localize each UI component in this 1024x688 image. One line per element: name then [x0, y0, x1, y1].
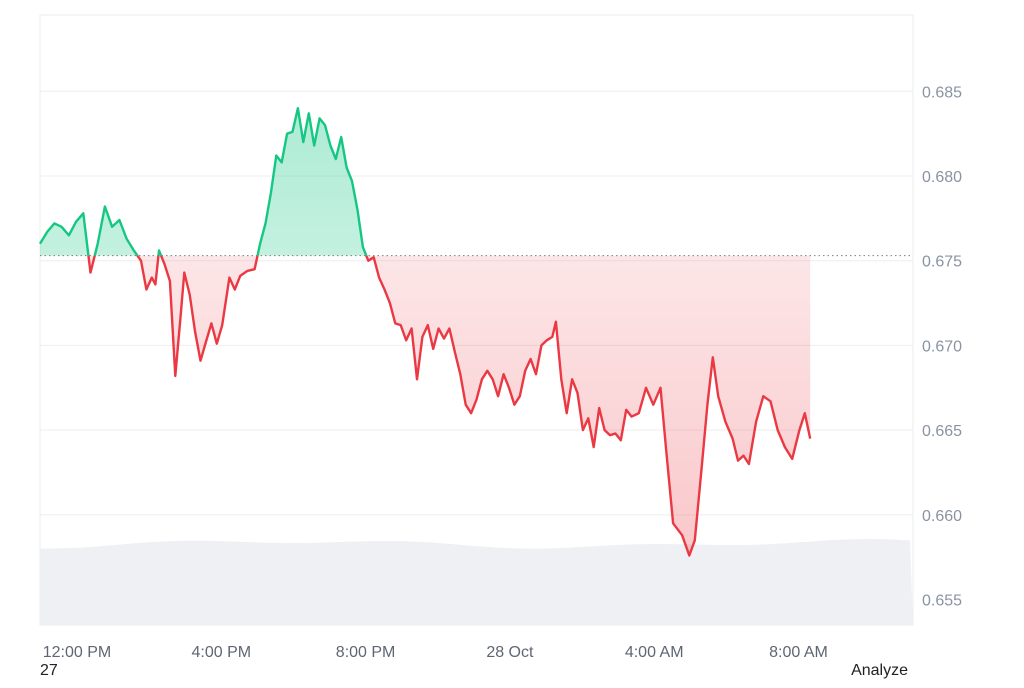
analyze-button[interactable]: Analyze	[851, 662, 908, 679]
x-tick-label: 12:00 PM	[43, 644, 111, 661]
x-tick-label: 4:00 PM	[192, 644, 252, 661]
area-above-baseline	[40, 108, 811, 256]
x-tick-label: 8:00 PM	[336, 644, 396, 661]
y-tick-label: 0.655	[922, 593, 962, 610]
area-below-baseline	[88, 255, 811, 556]
x-tick-label: 28 Oct	[486, 644, 534, 661]
x-tick-label: 8:00 AM	[769, 644, 828, 661]
day-label: 27	[40, 662, 58, 679]
volume-area	[40, 539, 913, 625]
price-area	[40, 108, 811, 556]
y-tick-label: 0.685	[922, 84, 962, 101]
y-tick-label: 0.665	[922, 423, 962, 440]
y-tick-label: 0.670	[922, 338, 962, 355]
price-line	[38, 107, 812, 557]
y-axis: 0.685 0.680 0.675 0.670 0.665 0.660 0.655	[922, 84, 962, 609]
y-tick-label: 0.675	[922, 254, 962, 271]
x-axis: 12:00 PM 4:00 PM 8:00 PM 28 Oct 4:00 AM 8:00 …	[43, 644, 828, 661]
x-tick-label: 4:00 AM	[625, 644, 684, 661]
volume-shape	[40, 539, 913, 625]
series-line-down	[87, 255, 812, 557]
y-tick-label: 0.680	[922, 169, 962, 186]
y-tick-label: 0.660	[922, 508, 962, 525]
